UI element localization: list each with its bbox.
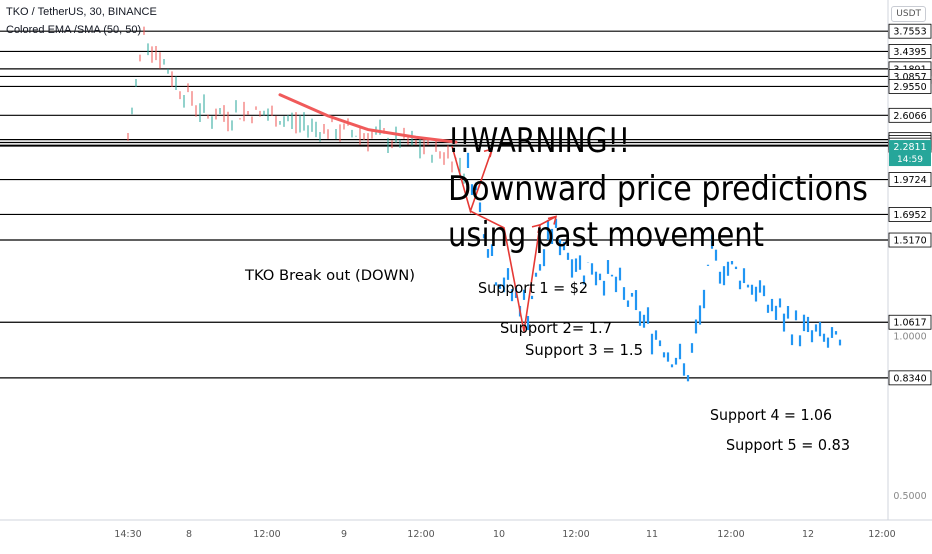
x-tick-label-4: 12:00 <box>407 529 434 540</box>
indicator-legend: Colored EMA /SMA (50, 50) <box>6 24 142 36</box>
x-tick-label-8: 12:00 <box>717 529 744 540</box>
level-label-box-15 <box>888 370 932 386</box>
y-tick-label-0: 3.7553 <box>893 27 926 38</box>
prediction-line2: using past movement <box>448 215 764 255</box>
current-price-value: 2.2811 <box>893 142 926 153</box>
ema-line <box>278 93 458 144</box>
prediction-line1: Downward price predictions <box>448 169 868 209</box>
y-tick-label-11: 1.6952 <box>893 210 926 221</box>
y-tick-label-12: 1.5170 <box>893 236 926 247</box>
y-tick-label-2: 3.4395 <box>893 47 926 58</box>
x-tick-label-1: 8 <box>186 529 192 540</box>
level-label-box-0 <box>888 23 932 39</box>
level-label-box-13 <box>888 314 932 330</box>
x-tick-label-9: 12 <box>802 529 814 540</box>
breakout-label: TKO Break out (DOWN) <box>244 268 415 284</box>
arrow-head-2 <box>547 215 558 225</box>
level-label-box-12 <box>888 232 932 248</box>
x-tick-label-6: 12:00 <box>562 529 589 540</box>
support-4-label: Support 4 = 1.06 <box>710 406 832 424</box>
x-tick-label-7: 11 <box>646 529 658 540</box>
y-tick-label-6: 2.6066 <box>893 111 926 122</box>
y-tick-label-15: 0.8340 <box>893 373 926 384</box>
y-tick-label-16: 0.5000 <box>893 491 926 502</box>
arrow-head-1 <box>531 223 542 234</box>
level-label-box-5 <box>888 79 932 94</box>
level-label-box-11 <box>888 207 932 222</box>
support-2-label: Support 2= 1.7 <box>500 319 612 337</box>
x-tick-label-0: 14:30 <box>114 529 141 540</box>
support-5-label: Support 5 = 0.83 <box>726 436 850 454</box>
level-label-box-2 <box>888 44 932 59</box>
x-tick-label-2: 12:00 <box>253 529 280 540</box>
y-tick-label-10: 1.9724 <box>893 175 926 186</box>
y-tick-label-14: 1.0000 <box>893 332 926 343</box>
countdown-timer: 14:59 <box>897 155 923 165</box>
support-1-label: Support 1 = $2 <box>478 279 588 297</box>
x-tick-label-10: 12:00 <box>868 529 895 540</box>
y-tick-label-4: 3.0857 <box>893 72 926 83</box>
x-tick-label-3: 9 <box>341 529 347 540</box>
level-label-box-10 <box>888 172 932 187</box>
current-price-badge <box>889 140 931 167</box>
arrow-head-0 <box>483 148 494 158</box>
level-label-box-6 <box>888 107 932 123</box>
currency-button[interactable]: USDT <box>891 6 926 22</box>
warning-text: !!WARNING!! <box>448 121 630 161</box>
symbol-legend: TKO / TetherUS, 30, BINANCE <box>6 6 157 18</box>
y-tick-label-13: 1.0617 <box>893 318 926 329</box>
x-tick-label-5: 10 <box>493 529 505 540</box>
support-3-label: Support 3 = 1.5 <box>525 341 643 359</box>
prediction-arrows <box>451 145 557 332</box>
y-tick-label-5: 2.9550 <box>893 82 926 93</box>
